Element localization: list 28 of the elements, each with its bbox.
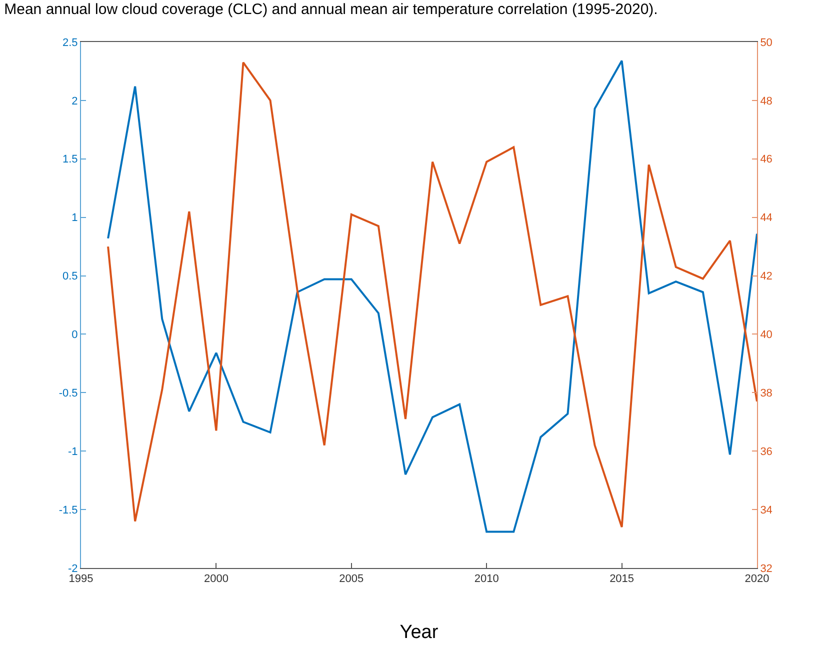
y2-tick-label: 38 bbox=[760, 388, 772, 400]
x-tick-label: 2010 bbox=[474, 573, 499, 586]
y-tick-label: 2.5 bbox=[62, 36, 78, 49]
y-tick-label: -1.5 bbox=[58, 504, 78, 516]
y-tick-label: 1.5 bbox=[62, 154, 78, 166]
x-tick-label: 2000 bbox=[204, 573, 228, 586]
x-tick-label: 2015 bbox=[610, 573, 634, 586]
y2-tick-label: 32 bbox=[760, 562, 772, 575]
y-tick-label: -2 bbox=[68, 562, 78, 575]
chart-title: Mean annual low cloud coverage (CLC) and annual mean air temperature correlation (1995-2020). bbox=[4, 0, 658, 18]
y2-tick-label: 34 bbox=[760, 504, 772, 516]
x-tick-label: 1995 bbox=[68, 573, 94, 586]
y2-tick-label: 36 bbox=[760, 446, 772, 458]
x-tick-label: 2005 bbox=[339, 573, 364, 586]
y2-tick-label: 40 bbox=[760, 329, 772, 342]
y-tick-label: 1 bbox=[72, 212, 78, 224]
y2-tick-label: 42 bbox=[760, 270, 772, 283]
y-tick-label: 0.5 bbox=[62, 270, 78, 283]
y2-tick-label: 46 bbox=[760, 154, 772, 166]
y2-tick-label: 44 bbox=[760, 212, 772, 224]
y2-tick-label: 50 bbox=[760, 36, 772, 49]
x-axis-title: Year bbox=[400, 622, 439, 643]
y-tick-label: 2 bbox=[72, 95, 78, 108]
y2-tick-label: 48 bbox=[760, 95, 772, 108]
y-tick-label: -0.5 bbox=[58, 388, 78, 400]
y-tick-label: -1 bbox=[68, 446, 78, 458]
x-tick-label: 2020 bbox=[744, 573, 770, 586]
y-tick-label: 0 bbox=[72, 329, 78, 342]
